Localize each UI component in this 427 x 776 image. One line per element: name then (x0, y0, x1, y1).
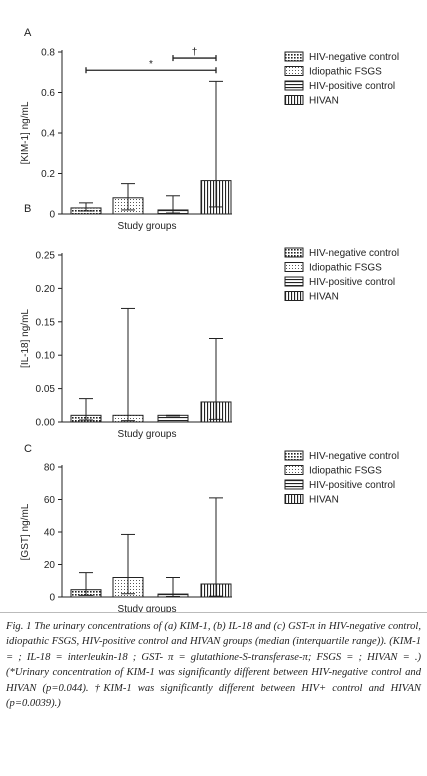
legend-swatch (284, 479, 304, 490)
panel-label: C (24, 443, 32, 455)
figure-panels: A 0 0.2 0.4 0.6 0.8 [KIM-1] ng/mL Study groups *… (20, 27, 399, 612)
y-tick-label: 0 (49, 593, 55, 604)
y-tick-label: 0.20 (36, 284, 56, 295)
legend-label: HIV-negative control (309, 451, 399, 462)
legend-swatch (284, 494, 304, 504)
y-axis-title: [IL-18] ng/mL (20, 309, 31, 368)
panel-label: A (24, 27, 32, 39)
legend-label: Idiopathic FSGS (309, 263, 382, 274)
x-axis-title: Study groups (118, 429, 177, 440)
y-tick-label: 0.6 (41, 88, 55, 99)
x-axis-title: Study groups (118, 604, 177, 612)
chart-panel-c: C 0 20 40 60 80 [GST] ng/mL Study groups HIV-neg… (20, 443, 399, 612)
figure-caption-box: Fig. 1 The urinary concentrations of (a)… (0, 612, 427, 776)
y-tick-label: 0.00 (36, 418, 56, 429)
legend-label: HIV-positive control (309, 480, 395, 491)
chart-panel-b: B 0.00 0.05 0.10 0.15 0.20 0.25 [IL-18] ng/mL St… (20, 203, 399, 440)
legend-swatch (284, 450, 304, 461)
y-tick-label: 0 (49, 210, 55, 221)
x-axis-title: Study groups (118, 221, 177, 232)
legend-swatch (284, 66, 304, 76)
legend-label: Idiopathic FSGS (309, 67, 382, 78)
legend-label: HIVAN (309, 495, 339, 506)
figure-caption: Fig. 1 The urinary concentrations of (a)… (6, 621, 421, 710)
y-tick-label: 60 (44, 495, 56, 506)
legend-swatch (284, 276, 304, 287)
y-tick-label: 40 (44, 528, 56, 539)
y-tick-label: 0.05 (36, 384, 56, 395)
legend-label: Idiopathic FSGS (309, 466, 382, 477)
y-tick-label: 0.15 (36, 317, 56, 328)
legend-label: HIVAN (309, 292, 339, 303)
legend-swatch (284, 291, 304, 301)
legend-label: HIV-positive control (309, 277, 395, 288)
legend-swatch (284, 465, 304, 475)
y-tick-label: 0.8 (41, 48, 55, 59)
y-tick-label: 0.25 (36, 251, 56, 262)
y-tick-label: 80 (44, 463, 56, 474)
y-axis-title: [KIM-1] ng/mL (20, 101, 31, 164)
legend-swatch (284, 262, 304, 272)
legend-swatch (284, 95, 304, 105)
legend-label: HIVAN (309, 96, 339, 107)
y-tick-label: 0.10 (36, 351, 56, 362)
chart-panel-a: A 0 0.2 0.4 0.6 0.8 [KIM-1] ng/mL Study groups *… (20, 27, 399, 232)
legend-swatch (284, 247, 304, 258)
y-axis-title: [GST] ng/mL (20, 503, 31, 560)
y-tick-label: 0.4 (41, 129, 55, 140)
significance-marker: * (149, 59, 153, 70)
legend-swatch (284, 80, 304, 91)
legend-label: HIV-negative control (309, 52, 399, 63)
y-tick-label: 0.2 (41, 169, 55, 180)
legend-label: HIV-positive control (309, 81, 395, 92)
significance-marker: † (192, 47, 198, 58)
y-tick-label: 20 (44, 560, 56, 571)
panel-label: B (24, 203, 31, 215)
legend-swatch (284, 51, 304, 62)
legend-label: HIV-negative control (309, 248, 399, 259)
